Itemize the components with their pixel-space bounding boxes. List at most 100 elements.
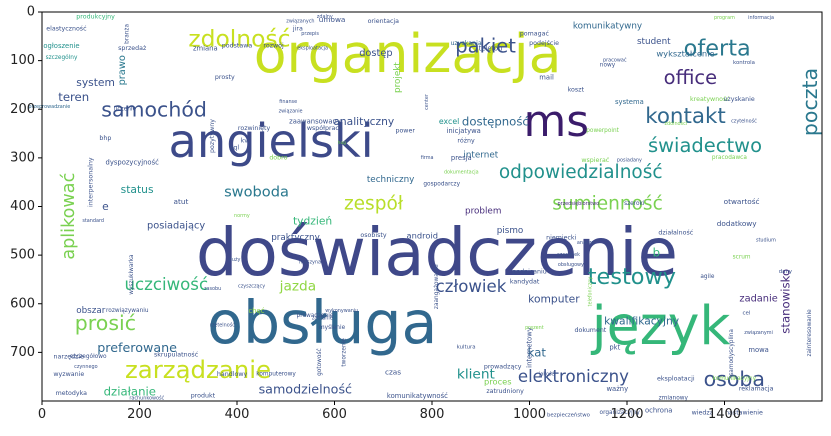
word-139: internetowy bbox=[526, 327, 534, 368]
word-109: niemiecki bbox=[546, 235, 576, 242]
word-66: uzyskania bbox=[450, 40, 481, 47]
word-1: angielski bbox=[169, 114, 374, 168]
word-8: oferta bbox=[684, 36, 751, 62]
word-20: swoboda bbox=[224, 183, 289, 200]
word-186: rzetelność bbox=[210, 322, 236, 329]
word-49: kat bbox=[528, 345, 547, 359]
word-63: umowa bbox=[319, 15, 346, 24]
y-axis: 0 100 200 300 400 500 600 700 bbox=[10, 5, 42, 360]
word-107: studium bbox=[756, 238, 776, 244]
word-44: klient bbox=[457, 366, 496, 382]
word-133: produkt bbox=[191, 393, 216, 400]
word-130: handlowy bbox=[217, 371, 248, 378]
word-70: koszt bbox=[568, 86, 585, 93]
word-84: różny bbox=[457, 136, 475, 144]
word-163: związanie bbox=[279, 109, 303, 115]
word-148: organizacyjny bbox=[600, 410, 641, 416]
word-110: osobisty bbox=[360, 232, 386, 239]
word-124: zainteresowanie bbox=[807, 309, 813, 357]
word-46: kwalifikacyjny bbox=[604, 314, 679, 327]
word-158: wykonywaniu bbox=[325, 308, 358, 314]
word-41: samodzielność bbox=[259, 381, 352, 396]
word-154: rachunkowość bbox=[129, 395, 164, 402]
word-129: skrupulatność bbox=[154, 350, 199, 358]
y-tick-label-1: 100 bbox=[10, 53, 35, 68]
word-31: posiadający bbox=[147, 221, 205, 232]
word-108: działalność bbox=[658, 229, 693, 237]
x-axis: 0 200 400 600 800 1000 1200 1400 bbox=[38, 401, 741, 422]
word-101: przedsiębiorstwo bbox=[557, 201, 599, 207]
x-tick-label-7: 1400 bbox=[708, 407, 741, 422]
word-136: zatrudniony bbox=[486, 388, 524, 395]
word-64: orientacja bbox=[368, 18, 400, 25]
word-183: hog bbox=[338, 140, 346, 146]
word-115: wyszukiwarka bbox=[129, 254, 135, 295]
word-106: dodatkowy bbox=[717, 219, 757, 228]
word-78: przeprowadzanie bbox=[28, 104, 70, 110]
word-12: wykształcenie bbox=[656, 48, 714, 58]
word-134: czas bbox=[385, 367, 401, 376]
word-176: zdalny bbox=[317, 14, 333, 20]
word-56: internet bbox=[463, 150, 498, 160]
word-169: analiza bbox=[577, 240, 594, 246]
word-2: doświadczenie bbox=[196, 214, 678, 291]
word-38: preferowane bbox=[97, 340, 177, 355]
word-137: prowadzący bbox=[484, 364, 522, 371]
word-55: techniczny bbox=[367, 175, 415, 185]
y-tick-label-4: 400 bbox=[10, 199, 35, 214]
x-tick-label-5: 1000 bbox=[513, 407, 546, 422]
y-tick-label-5: 500 bbox=[10, 248, 35, 263]
word-141: eksploatacji bbox=[657, 376, 695, 383]
word-86: kreatywność bbox=[690, 95, 730, 103]
word-72: sprzedaż bbox=[118, 45, 147, 52]
word-53: pismo bbox=[497, 226, 524, 236]
word-181: zdolności bbox=[664, 120, 687, 127]
word-95: presja bbox=[451, 154, 472, 162]
word-114: agile bbox=[700, 274, 714, 280]
plot-area bbox=[42, 12, 822, 401]
word-128: metodyka bbox=[56, 390, 88, 397]
word-13: samochód bbox=[101, 97, 207, 121]
word-173: jakość bbox=[538, 370, 555, 377]
word-28: projekt bbox=[393, 62, 403, 93]
word-58: obszar bbox=[76, 306, 106, 316]
word-6: zdolność bbox=[188, 25, 290, 53]
word-11: student bbox=[637, 37, 671, 47]
word-89: program bbox=[714, 15, 735, 21]
word-147: wiedza bbox=[692, 410, 714, 417]
x-tick-label-3: 600 bbox=[322, 407, 347, 422]
word-135: proces bbox=[484, 377, 512, 387]
word-85: powerpoint bbox=[586, 128, 619, 134]
word-187: zaufanie bbox=[312, 315, 333, 321]
word-188: zasobu bbox=[204, 286, 221, 292]
y-tick-label-2: 200 bbox=[10, 102, 35, 117]
word-14: kontakt bbox=[645, 104, 726, 129]
word-125: narzędzie bbox=[54, 354, 85, 361]
x-tick-label-1: 200 bbox=[127, 407, 152, 422]
word-142: zmianowy bbox=[659, 396, 689, 402]
word-47: stanowisko bbox=[778, 269, 792, 334]
word-65: pomagać bbox=[520, 29, 550, 37]
word-102: szeroki bbox=[624, 201, 645, 207]
word-4: język bbox=[591, 294, 731, 357]
word-140: ważny bbox=[606, 385, 628, 393]
word-144: komunikacyjny bbox=[713, 376, 757, 382]
word-111: podpisaniu bbox=[512, 269, 546, 276]
word-112: kandydat bbox=[510, 278, 540, 285]
word-103: wspierać bbox=[581, 156, 609, 164]
word-16: świadectwo bbox=[648, 134, 762, 157]
word-168: szacunek bbox=[557, 252, 580, 258]
word-157: tworzenie bbox=[341, 338, 347, 367]
word-150: branża bbox=[124, 24, 130, 44]
word-99: atut bbox=[173, 197, 188, 206]
word-34: człowiek bbox=[436, 277, 507, 296]
word-32: praktyczny bbox=[271, 233, 320, 243]
word-87: uzyskanie bbox=[723, 96, 754, 103]
word-9: office bbox=[664, 66, 718, 89]
word-160: firma bbox=[421, 155, 434, 161]
word-131: komputerowy bbox=[256, 371, 296, 377]
word-74: podstawa bbox=[222, 43, 253, 50]
word-15: poczta bbox=[798, 68, 822, 136]
word-178: nowy bbox=[600, 63, 616, 69]
word-17: odpowiedzialność bbox=[499, 162, 663, 183]
